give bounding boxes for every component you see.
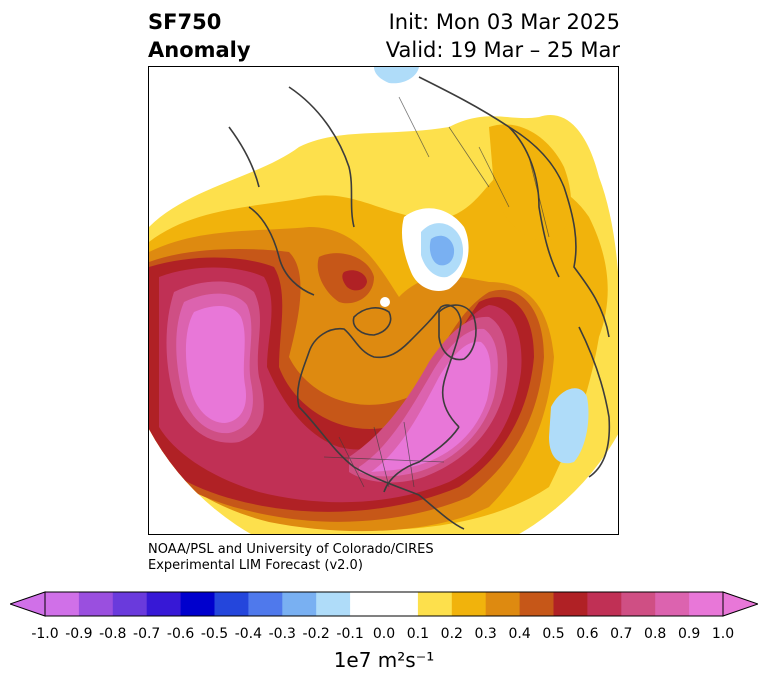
colorbar-segment <box>248 592 283 616</box>
colorbar-segment <box>282 592 317 616</box>
colorbar-segment <box>689 592 724 616</box>
variable-name: SF750 <box>148 10 222 34</box>
colorbar <box>10 591 758 617</box>
colorbar-segment <box>78 592 114 616</box>
colorbar-tick-label: -1.0 <box>31 626 59 642</box>
colorbar-under-arrow <box>10 591 46 617</box>
coastlines <box>228 76 611 530</box>
colorbar-segment <box>587 592 622 616</box>
colorbar-tick-label: 0.0 <box>372 626 396 642</box>
north-pole-marker <box>380 297 390 307</box>
colorbar-segment <box>214 592 249 616</box>
colorbar-tick-label: -0.3 <box>268 626 296 642</box>
map-canvas <box>149 67 618 534</box>
contour-0.9-atl <box>371 341 491 472</box>
colorbar-segment <box>655 592 690 616</box>
valid-range: Valid: 19 Mar – 25 Mar <box>385 38 620 62</box>
credit-text: NOAA/PSL and University of Colorado/CIRE… <box>148 542 434 574</box>
colorbar-segment <box>417 592 453 616</box>
colorbar-segment <box>146 592 182 616</box>
colorbar-tick-label: -0.2 <box>302 626 330 642</box>
colorbar-segment <box>316 592 351 616</box>
contour-0.5-hudson <box>342 270 367 291</box>
colorbar-tick-label: -0.6 <box>166 626 195 642</box>
anomaly-map <box>148 66 619 535</box>
colorbar-tick-label: -0.1 <box>336 626 364 642</box>
contour-0.2-asia <box>489 124 572 242</box>
colorbar-segment <box>553 592 588 616</box>
colorbar-segment <box>621 592 656 616</box>
colorbar-segment <box>485 592 521 616</box>
credit-line-1: NOAA/PSL and University of Colorado/CIRE… <box>148 542 434 557</box>
colorbar-tick-label: 0.1 <box>406 626 430 642</box>
colorbar-tick-label: -0.7 <box>133 626 161 642</box>
colorbar-ticks: -1.0 -0.9 -0.8 -0.7 -0.6 -0.5 -0.4 -0.3 -0.2 -0.1… <box>0 626 768 646</box>
colorbar-tick-label: 0.5 <box>542 626 565 642</box>
contour-neg-0.3-eurasia <box>429 235 455 266</box>
colorbar-tick-label: -0.8 <box>99 626 127 642</box>
colorbar-segment <box>180 592 215 616</box>
colorbar-tick-label: 0.3 <box>474 626 497 642</box>
init-date: Init: Mon 03 Mar 2025 <box>388 10 620 34</box>
colorbar-segment <box>350 592 385 616</box>
colorbar-outline <box>44 591 724 617</box>
credit-line-2: Experimental LIM Forecast (v2.0) <box>148 558 363 573</box>
colorbar-tick-label: 0.8 <box>644 626 667 642</box>
colorbar-segment <box>451 592 487 616</box>
chart-title-left: SF750 Anomaly <box>148 8 251 64</box>
anomaly-contours <box>149 67 618 534</box>
contour-neg-0.2-siberia <box>374 67 419 84</box>
colorbar-unit: 1e7 m²s⁻¹ <box>333 648 435 672</box>
contour-0.9 <box>185 305 247 423</box>
borders <box>323 96 550 488</box>
colorbar-tick-label: -0.5 <box>200 626 229 642</box>
chart-title-right: Init: Mon 03 Mar 2025 Valid: 19 Mar – 25… <box>386 8 620 64</box>
colorbar-tick-label: 0.4 <box>508 626 531 642</box>
colorbar-tick-label: 0.9 <box>677 626 701 642</box>
colorbar-segment <box>45 592 80 616</box>
colorbar-tick-label: 0.2 <box>440 626 463 642</box>
colorbar-tick-label: -0.9 <box>65 626 93 642</box>
colorbar-over-arrow <box>722 591 758 617</box>
contour-neg-0.2-africa <box>549 388 589 464</box>
colorbar-tick-label: -0.4 <box>234 626 263 642</box>
variable-type: Anomaly <box>148 38 251 62</box>
colorbar-segment <box>112 592 148 616</box>
colorbar-tick-label: 0.6 <box>576 626 599 642</box>
colorbar-segment <box>384 592 419 616</box>
colorbar-tick-label: 0.7 <box>610 626 633 642</box>
colorbar-segment <box>519 592 554 616</box>
colorbar-tick-label: 1.0 <box>711 626 735 642</box>
